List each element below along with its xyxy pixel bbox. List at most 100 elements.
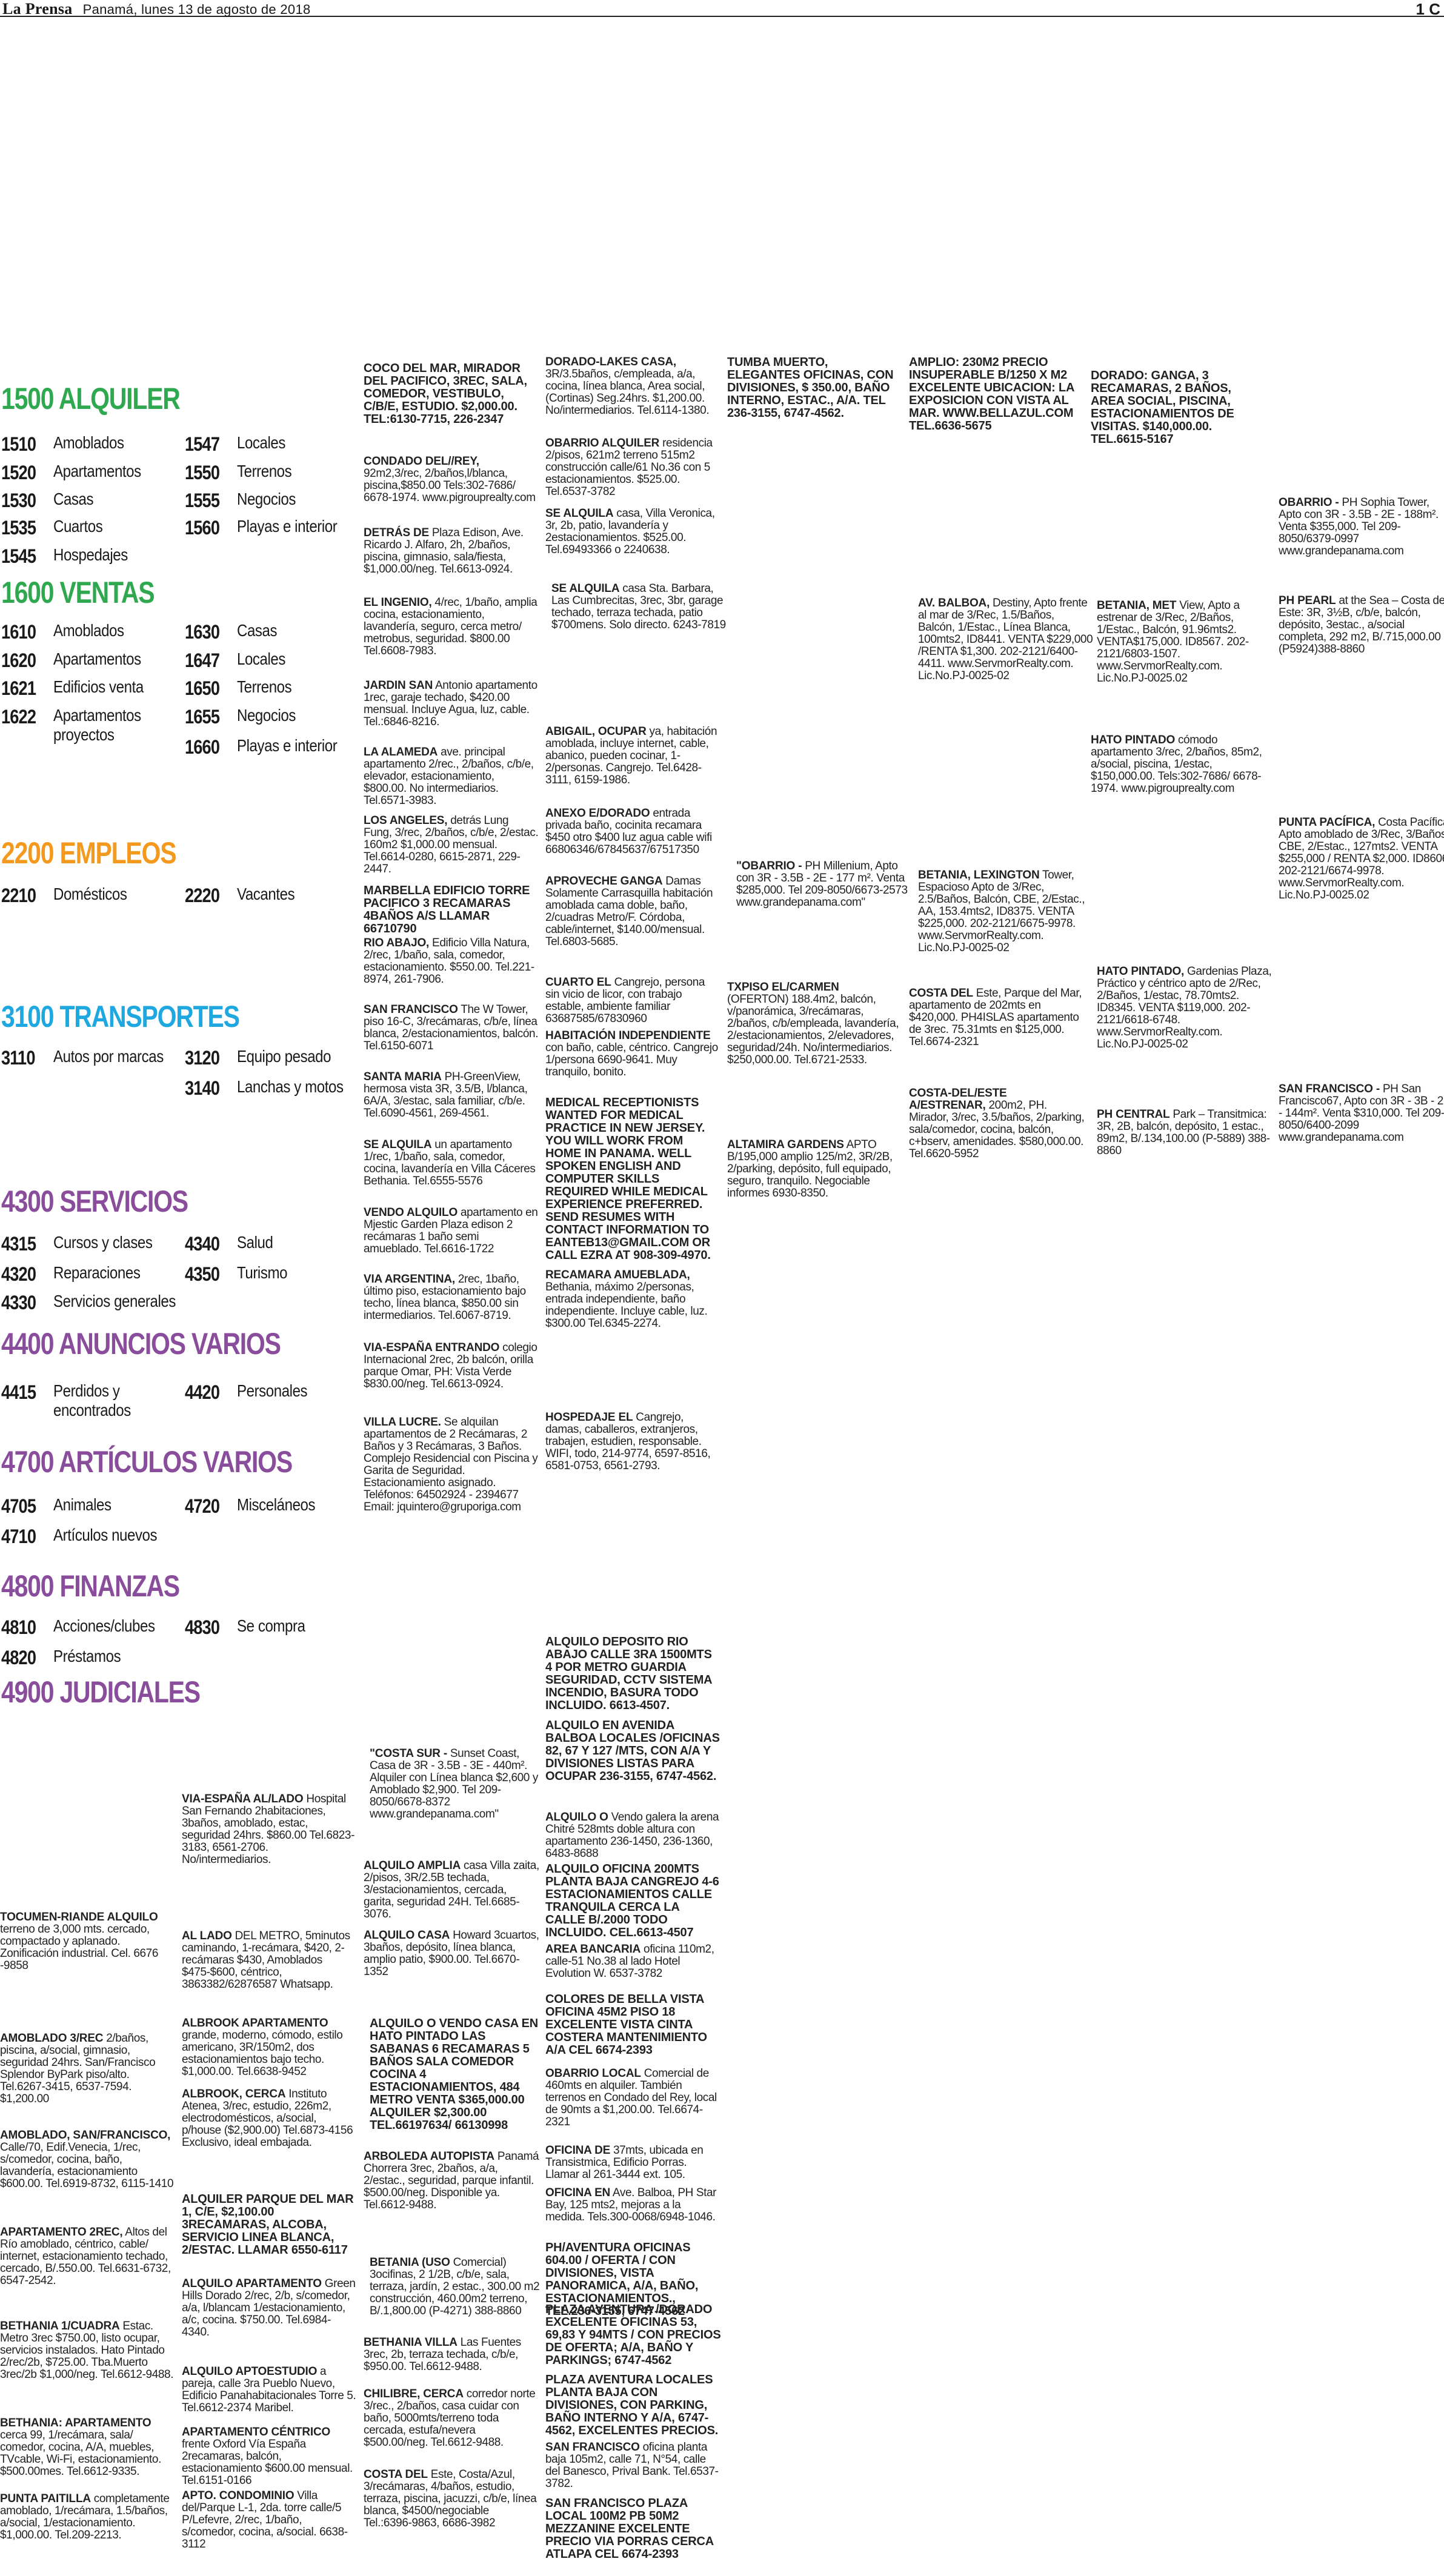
index-entry-code: 1622 bbox=[1, 706, 36, 728]
classified-ad: ALQUILO O VENDO CASA EN HATO PINTADO LAS… bbox=[370, 2017, 545, 2132]
index-entry: 4810 Acciones/clubes bbox=[1, 1616, 171, 1639]
ad-body: 37mts, ubicada en Transistmica, Edificio… bbox=[545, 2144, 704, 2181]
classified-ad: RIO ABAJO, Edificio Villa Natura, 2/rec,… bbox=[364, 937, 539, 986]
ad-body: Las Fuentes 3rec, 2b, terraza techada, c… bbox=[364, 2336, 521, 2373]
section-heading: 4900 JUDICIALES bbox=[1, 1675, 201, 1709]
ad-body: casa Villa zaita, 2/pisos, 3R/2.5B techa… bbox=[364, 1859, 539, 1920]
ad-body: ave. principal apartamento 2/rec., 2/bañ… bbox=[364, 746, 534, 807]
ad-headline: ANEXO E/DORADO bbox=[545, 807, 650, 820]
section-heading: 4400 ANUNCIOS VARIOS bbox=[1, 1327, 281, 1361]
section-heading: 3100 TRANSPORTES bbox=[1, 1000, 240, 1034]
ad-headline: BETHANIA 1/CUADRA bbox=[0, 2320, 120, 2332]
index-entry-label: Acciones/clubes bbox=[53, 1616, 155, 1635]
index-entry: 1555 Negocios bbox=[185, 490, 305, 512]
classified-ad: MARBELLA EDIFICIO TORRE PACIFICO 3 RECAM… bbox=[364, 885, 539, 935]
ad-headline: HATO PINTADO, bbox=[1097, 965, 1185, 978]
ad-body: Cangrejo, damas, caballeros, extranjeros… bbox=[545, 1411, 711, 1472]
classified-ad: BETANIA (USO Comercial) 3ocifinas, 2 1/2… bbox=[370, 2257, 545, 2317]
ad-body: PH Millenium, Apto con 3R - 3.5B - 2E - … bbox=[736, 860, 908, 909]
ad-headline: LOS ANGELES, bbox=[364, 814, 448, 827]
classified-ad: ALQUILO APTOESTUDIO a pareja, calle 3ra … bbox=[182, 2366, 358, 2414]
header-left: La Prensa Panamá, lunes 13 de agosto de … bbox=[2, 0, 311, 18]
ad-body: Se alquilan apartamentos de 2 Recámaras,… bbox=[364, 1416, 538, 1513]
ad-body: a pareja, calle 3ra Pueblo Nuevo, Edific… bbox=[182, 2365, 356, 2414]
index-entry-label: Negocios bbox=[237, 706, 296, 725]
ad-body: Panamá Chorrera 3rec, 2baños, a/a, 2/est… bbox=[364, 2150, 539, 2211]
ad-headline: PLAZA AVENTURA /DORADO EXCELENTE OFICINA… bbox=[545, 2303, 721, 2367]
ad-body: Este, Costa/Azul, 3/recámaras, 4/baños, … bbox=[364, 2468, 537, 2529]
ad-headline: DORADO-LAKES CASA, bbox=[545, 356, 676, 368]
index-entry: 1621 Edificios venta bbox=[1, 677, 158, 700]
ad-headline: PH/AVENTURA OFICINAS 604.00 / OFERTA / C… bbox=[545, 2241, 699, 2318]
ad-headline: APARTAMENTO 2REC, bbox=[0, 2226, 123, 2239]
index-entry-label: Equipo pesado bbox=[237, 1047, 331, 1066]
classified-ad: AMPLIO: 230M2 PRECIO INSUPERABLE B/1250 … bbox=[909, 356, 1085, 433]
index-entry-code: 1621 bbox=[1, 677, 36, 699]
ad-body: oficina 110m2, calle-51 No.38 al lado Ho… bbox=[545, 1943, 714, 1980]
index-entry-label: Reparaciones bbox=[53, 1263, 141, 1282]
ad-body: ya, habitación amoblada, incluye interne… bbox=[545, 725, 717, 786]
classified-ad: ABIGAIL, OCUPAR ya, habitación amoblada,… bbox=[545, 726, 721, 786]
ad-headline: BETANIA, MET bbox=[1097, 599, 1177, 612]
index-entry: 4820 Préstamos bbox=[1, 1647, 131, 1669]
ad-body: APTO B/195,000 amplio 125/m2, 3R/2B, 2/p… bbox=[727, 1138, 893, 1200]
index-entry-code: 1530 bbox=[1, 490, 36, 511]
ad-body: Gardenias Plaza, Práctico y céntrico apt… bbox=[1097, 965, 1272, 1051]
ad-body: 200m2, PH. Mirador, 3/rec, 3.5/baños, 2/… bbox=[909, 1099, 1085, 1160]
section-heading: 1500 ALQUILER bbox=[1, 382, 181, 416]
page-header: La Prensa Panamá, lunes 13 de agosto de … bbox=[0, 0, 1444, 18]
ad-headline: VILLA LUCRE. bbox=[364, 1416, 441, 1429]
ad-headline: BETANIA, LEXINGTON bbox=[918, 869, 1040, 881]
index-entry-code: 4420 bbox=[185, 1381, 220, 1403]
section-heading: 4700 ARTÍCULOS VARIOS bbox=[1, 1445, 293, 1479]
classified-ad: EL INGENIO, 4/rec, 1/baño, amplia cocina… bbox=[364, 597, 539, 657]
classified-ad: VIA-ESPAÑA AL/LADO Hospital San Fernando… bbox=[182, 1793, 358, 1866]
classified-ad: DORADO: GANGA, 3 RECAMARAS, 2 BAÑOS, ARE… bbox=[1091, 370, 1266, 446]
index-entry-label: Locales bbox=[237, 433, 285, 452]
ad-body: Howard 3cuartos, 3baños, depósito, línea… bbox=[364, 1929, 539, 1978]
index-entry: 1520 Apartamentos bbox=[1, 462, 155, 484]
index-entry-code: 1547 bbox=[185, 433, 220, 455]
classified-ad: SAN FRANCISCO PLAZA LOCAL 100M2 PB 50M2 … bbox=[545, 2497, 721, 2561]
ad-body: Villa del/Parque L-1, 2da. torre calle/5… bbox=[182, 2489, 348, 2551]
ad-headline: BETHANIA: APARTAMENTO bbox=[0, 2417, 151, 2429]
classified-ad: COLORES DE BELLA VISTA OFICINA 45M2 PISO… bbox=[545, 1993, 721, 2057]
classified-ad: CONDADO DEL//REY, 92m2,3/rec, 2/baños,l/… bbox=[364, 456, 539, 504]
classified-ad: ALBROOK APARTAMENTO grande, moderno, cóm… bbox=[182, 2017, 358, 2078]
classified-ad: OFICINA EN Ave. Balboa, PH Star Bay, 125… bbox=[545, 2187, 721, 2223]
ad-headline: ALQUILO CASA bbox=[364, 1929, 450, 1942]
ad-headline: DORADO: GANGA, 3 RECAMARAS, 2 BAÑOS, ARE… bbox=[1091, 369, 1234, 446]
ad-body: terreno de 3,000 mts. cercado, compactad… bbox=[0, 1923, 158, 1972]
classified-ad: LA ALAMEDA ave. principal apartamento 2/… bbox=[364, 746, 539, 807]
index-entry-code: 4320 bbox=[1, 1263, 36, 1285]
ad-headline: "COSTA SUR - bbox=[370, 1747, 447, 1760]
ad-headline: BETHANIA VILLA bbox=[364, 2336, 457, 2349]
index-entry-label: Turismo bbox=[237, 1263, 288, 1282]
ad-headline: CHILIBRE, CERCA bbox=[364, 2388, 464, 2400]
classified-ad: ALTAMIRA GARDENS APTO B/195,000 amplio 1… bbox=[727, 1139, 903, 1200]
classified-ad: BETHANIA 1/CUADRA Estac. Metro 3rec $750… bbox=[0, 2320, 176, 2381]
index-entry: 1647 Locales bbox=[185, 649, 293, 672]
classified-ad: ALQUILO O Vendo galera la arena Chitré 5… bbox=[545, 1811, 721, 1860]
classified-ad: ALQUILO CASA Howard 3cuartos, 3baños, de… bbox=[364, 1930, 539, 1978]
ad-body: Park – Transitmica: 3R, 2B, balcón, depó… bbox=[1097, 1108, 1270, 1157]
ad-headline: CONDADO DEL//REY, bbox=[364, 455, 479, 468]
classified-ad: HATO PINTADO, Gardenias Plaza, Práctico … bbox=[1097, 966, 1273, 1051]
index-entry-code: 2210 bbox=[1, 885, 36, 906]
classified-ad: VIA-ESPAÑA ENTRANDO colegio Internaciona… bbox=[364, 1342, 539, 1390]
ad-headline: SANTA MARIA bbox=[364, 1071, 442, 1083]
index-entry: 4830 Se compra bbox=[185, 1616, 316, 1639]
index-entry: 3120 Equipo pesado bbox=[185, 1047, 346, 1069]
ad-headline: PLAZA AVENTURA LOCALES PLANTA BAJA CON D… bbox=[545, 2373, 719, 2437]
ad-body: DEL METRO, 5minutos caminando, 1-recámar… bbox=[182, 1930, 350, 1991]
classified-ad: PH/AVENTURA OFICINAS 604.00 / OFERTA / C… bbox=[545, 2242, 721, 2318]
ad-headline: PH PEARL bbox=[1279, 594, 1336, 607]
ad-body: apartamento en Mjestic Garden Plaza edis… bbox=[364, 1206, 538, 1255]
ad-headline: APTO. CONDOMINIO bbox=[182, 2489, 294, 2502]
index-entry-code: 3140 bbox=[185, 1077, 220, 1099]
ad-headline: HABITACIÓN INDEPENDIENTE bbox=[545, 1029, 711, 1042]
index-entry-label: Terrenos bbox=[237, 462, 292, 480]
index-entry-code: 1630 bbox=[185, 621, 220, 643]
index-entry-code: 4830 bbox=[185, 1616, 220, 1638]
classified-ad: PUNTA PACÍFICA, Costa Pacífica, Apto amo… bbox=[1279, 817, 1444, 901]
